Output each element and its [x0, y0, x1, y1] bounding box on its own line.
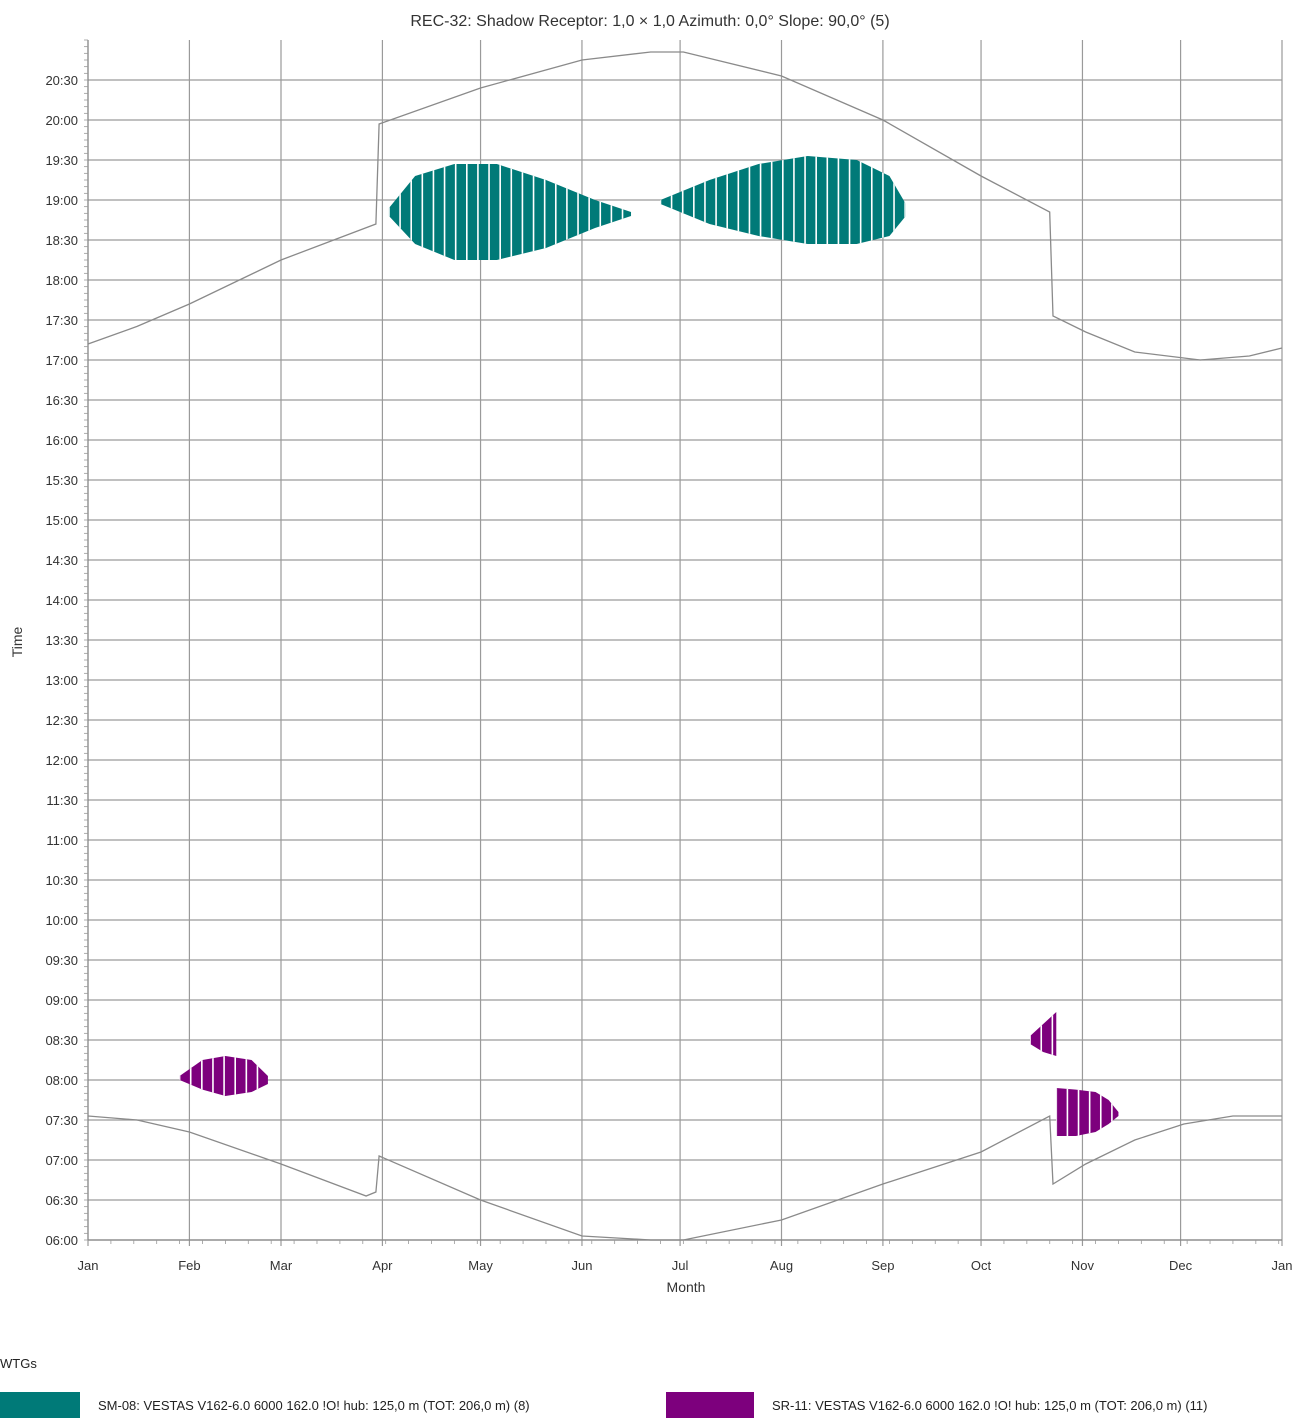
x-tick-label: Jul: [672, 1258, 689, 1273]
y-tick-label: 17:30: [45, 313, 78, 328]
y-tick-label: 11:00: [46, 833, 78, 848]
legend-item-sr11: SR-11: VESTAS V162-6.0 6000 162.0 !O! hu…: [666, 1392, 1207, 1418]
grid: [87, 40, 1283, 1246]
y-tick-label: 09:00: [45, 993, 78, 1008]
x-tick-label: Sep: [871, 1258, 894, 1273]
y-tick-label: 07:00: [45, 1153, 78, 1168]
sun-curves: [87, 51, 1283, 1241]
y-tick-label: 19:00: [45, 193, 78, 208]
y-tick-label: 06:00: [45, 1233, 78, 1248]
x-tick-label: Apr: [372, 1258, 393, 1273]
axes: 06:00 06:30 07:00 07:30 08:00 08:30 09:00 09:30…: [45, 39, 1293, 1273]
x-tick-label: Nov: [1071, 1258, 1095, 1273]
sunrise-curve: [87, 1114, 1282, 1241]
y-tick-label: 14:00: [45, 593, 78, 608]
x-tick-label: May: [468, 1258, 493, 1273]
x-tick-label: Jun: [571, 1258, 592, 1273]
x-tick-label: Mar: [270, 1258, 293, 1273]
shadow-region: [1030, 1012, 1057, 1056]
y-tick-label: 15:30: [45, 473, 78, 488]
x-tick-label: Jan: [78, 1258, 99, 1273]
y-tick-label: 10:00: [45, 913, 78, 928]
y-tick-label: 12:00: [45, 753, 78, 768]
y-tick-label: 10:30: [45, 873, 78, 888]
y-tick-label: 08:00: [45, 1073, 78, 1088]
shadow-stripes: [1030, 1012, 1054, 1056]
y-tick-label: 09:30: [45, 953, 78, 968]
shadow-chart: REC-32: Shadow Receptor: 1,0 × 1,0 Azimu…: [9, 13, 1293, 1295]
y-tick-label: 16:00: [45, 433, 78, 448]
y-tick-label: 11:30: [46, 793, 78, 808]
legend-swatch-sm08: [0, 1392, 80, 1418]
x-tick-label: Oct: [971, 1258, 992, 1273]
legend-item-sm08: SM-08: VESTAS V162-6.0 6000 162.0 !O! hu…: [0, 1392, 530, 1418]
legend-swatch-sr11: [666, 1392, 754, 1418]
chart-title: REC-32: Shadow Receptor: 1,0 × 1,0 Azimu…: [410, 13, 889, 30]
x-tick-label: Aug: [770, 1258, 793, 1273]
y-tick-label: 20:30: [45, 73, 78, 88]
y-tick-label: 12:30: [45, 713, 78, 728]
y-tick-label: 13:30: [45, 633, 78, 648]
y-tick-label: 13:00: [45, 673, 78, 688]
y-tick-label: 08:30: [45, 1033, 78, 1048]
x-axis-label: Month: [667, 1279, 706, 1295]
legend-title: WTGs: [0, 1356, 37, 1371]
y-axis-label: Time: [9, 626, 25, 657]
x-tick-label: Dec: [1169, 1258, 1193, 1273]
y-tick-label: 18:00: [45, 273, 78, 288]
y-tick-label: 07:30: [45, 1113, 78, 1128]
x-tick-label: Feb: [178, 1258, 200, 1273]
shadow-region: [1056, 1088, 1119, 1136]
shadow-region: [388, 164, 632, 260]
legend-label-sm08: SM-08: VESTAS V162-6.0 6000 162.0 !O! hu…: [98, 1397, 530, 1413]
legend-label-sr11: SR-11: VESTAS V162-6.0 6000 162.0 !O! hu…: [772, 1397, 1208, 1413]
y-tick-label: 18:30: [45, 233, 78, 248]
x-tick-label: Jan: [1272, 1258, 1293, 1273]
y-tick-label: 06:30: [45, 1193, 78, 1208]
y-tick-label: 14:30: [45, 553, 78, 568]
y-tick-label: 16:30: [45, 393, 78, 408]
y-tick-label: 19:30: [45, 153, 78, 168]
y-tick-label: 17:00: [45, 353, 78, 368]
y-tick-label: 15:00: [45, 513, 78, 528]
sunset-curve: [87, 51, 1283, 361]
y-tick-label: 20:00: [45, 113, 78, 128]
